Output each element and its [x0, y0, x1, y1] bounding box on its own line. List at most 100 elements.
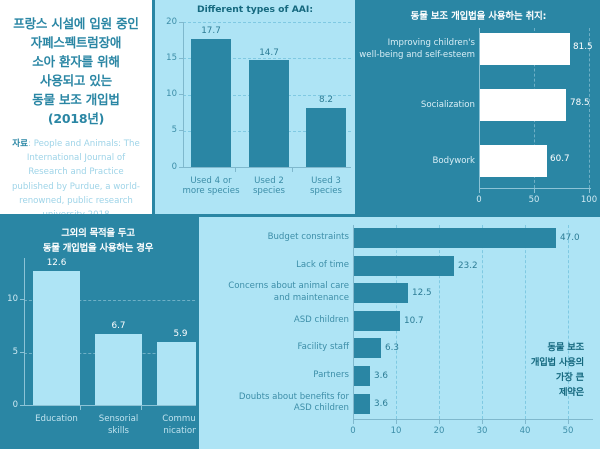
bar-concerns-animal-care — [354, 283, 408, 304]
x-axis-line — [479, 188, 591, 189]
bar-value-budget-constraints: 47.0 — [560, 233, 580, 243]
x-axis-line — [353, 419, 593, 420]
bar-communication — [157, 342, 196, 405]
category-line: Sensorial — [98, 414, 139, 424]
bar-value-sensorial-skills: 6.7 — [111, 321, 126, 331]
x-tick-label: 40 — [519, 426, 531, 436]
bar-value-lack-of-time: 23.2 — [458, 260, 478, 271]
y-tick-label: 15 — [166, 53, 177, 63]
x-tick-mark — [439, 420, 440, 424]
category-line: Commu- — [162, 414, 196, 424]
chart-title-purpose: 동물 보조 개입법을 사용하는 취지: — [410, 11, 547, 22]
category-line: species — [309, 186, 343, 196]
constraints-annotation: 동물 보조 개입법 사용의 가장 큰 제약은 — [464, 341, 584, 401]
category-line: Improving children's — [387, 38, 475, 48]
bar-value-doubts-about-benefits: 3.6 — [374, 398, 388, 409]
chart-constraints: 0 10 20 30 40 50 47.0 23.2 12.5 10.7 6.3… — [199, 217, 600, 449]
source-note: 자료: People and Animals: The Internationa… — [8, 137, 144, 214]
x-category-label-used-2-species: Used 2 species — [240, 176, 298, 196]
bar-value-concerns-animal-care: 12.5 — [412, 288, 432, 299]
y-tick-mark — [179, 130, 184, 131]
category-line: species — [252, 186, 286, 196]
y-axis-line — [479, 28, 480, 188]
gridline-100 — [589, 28, 590, 188]
gridline-20 — [183, 22, 351, 23]
x-tick-mark — [534, 189, 535, 193]
x-tick-label: 20 — [433, 426, 445, 436]
y-tick-mark — [179, 167, 184, 168]
chart-title-line: 동물 개입법을 사용하는 경우 — [42, 242, 154, 254]
title-line: 소아 환자를 위해 — [32, 54, 120, 69]
y-tick-label: 5 — [12, 347, 18, 357]
bar-bodywork — [480, 145, 547, 177]
x-tick-mark — [479, 189, 480, 193]
bar-value-partners: 3.6 — [374, 371, 388, 381]
bar-partners — [354, 366, 370, 386]
title-line: (2018년) — [47, 111, 105, 126]
bar-improving-wellbeing — [480, 33, 570, 65]
x-tick-mark — [589, 189, 590, 193]
x-tick-mark — [396, 420, 397, 424]
category-line: Doubts about benefits for — [238, 391, 349, 402]
source-text: : People and Animals: The International … — [11, 139, 141, 214]
y-tick-mark — [179, 58, 184, 59]
annotation-line: 동물 보조 — [547, 342, 585, 353]
y-category-label-socialization: Socialization — [420, 100, 475, 110]
x-tick-mark — [525, 420, 526, 424]
title-panel: 프랑스 시설에 입원 중인 자폐스펙트럼장애 소아 환자를 위해 사용되고 있는… — [0, 0, 152, 214]
category-line: skills — [107, 425, 130, 436]
y-category-label-partners: Partners — [313, 370, 349, 380]
annotation-line: 제약은 — [558, 386, 584, 398]
gridline-40 — [525, 225, 526, 419]
bar-asd-children — [354, 310, 400, 331]
annotation-line: 가장 큰 — [555, 371, 584, 383]
y-tick-mark — [179, 22, 184, 23]
x-tick-mark — [482, 420, 483, 424]
y-tick-mark — [20, 299, 25, 300]
x-category-label-used-3-species: Used 3 species — [297, 176, 355, 196]
x-tick-mark — [141, 406, 142, 410]
x-axis-line — [183, 167, 351, 168]
chart-title-aai: Different types of AAI: — [196, 4, 314, 15]
bar-value-communication: 5.9 — [173, 329, 188, 339]
category-line: Used 2 — [254, 176, 284, 186]
y-category-label-facility-staff: Facility staff — [297, 342, 349, 353]
bar-value-education: 12.6 — [46, 258, 67, 268]
y-tick-mark — [20, 352, 25, 353]
gridline-10 — [24, 299, 196, 301]
y-tick-mark — [179, 94, 184, 95]
category-line: more species — [182, 186, 240, 196]
x-tick-label: 50 — [528, 195, 540, 205]
bar-used-4-or-more-species — [191, 38, 231, 167]
x-category-label-communication: Commu- nication — [146, 414, 196, 437]
x-tick-label: 100 — [580, 195, 598, 205]
y-tick-label: 5 — [171, 125, 177, 135]
category-line: well-being and self-esteem — [359, 49, 475, 60]
gridline-50 — [568, 225, 569, 419]
title-line: 프랑스 시설에 입원 중인 — [13, 16, 139, 31]
x-tick-label: 0 — [476, 195, 482, 205]
x-tick-label: 10 — [390, 426, 402, 436]
category-line: Used 4 or — [190, 176, 232, 186]
x-axis-line — [24, 405, 196, 406]
chart-aai-purpose: 동물 보조 개입법을 사용하는 취지: 0 50 100 81.5 78.5 6… — [357, 0, 600, 214]
x-tick-mark — [235, 168, 236, 172]
y-tick-label: 10 — [7, 294, 18, 304]
bar-value-used-4-or-more-species: 17.7 — [201, 26, 221, 36]
gridline-20 — [439, 225, 440, 419]
page-title: 프랑스 시설에 입원 중인 자폐스펙트럼장애 소아 환자를 위해 사용되고 있는… — [6, 14, 146, 128]
y-category-label-asd-children: ASD children — [293, 314, 349, 325]
chart-title-line: 그외의 목적을 두고 — [61, 228, 135, 239]
x-tick-mark — [80, 406, 81, 410]
y-tick-label: 20 — [166, 17, 177, 27]
x-category-label-education: Education — [35, 414, 78, 424]
x-tick-label: 0 — [350, 426, 356, 436]
category-line: Used 3 — [311, 176, 341, 186]
y-category-label-concerns-animal-care: Concerns about animal care and maintenan… — [199, 281, 349, 304]
y-category-label-bodywork: Bodywork — [432, 156, 476, 166]
x-tick-mark — [353, 420, 354, 424]
bar-sensorial-skills — [95, 333, 142, 405]
y-tick-label: 10 — [166, 89, 177, 99]
y-tick-label: 0 — [171, 162, 177, 172]
